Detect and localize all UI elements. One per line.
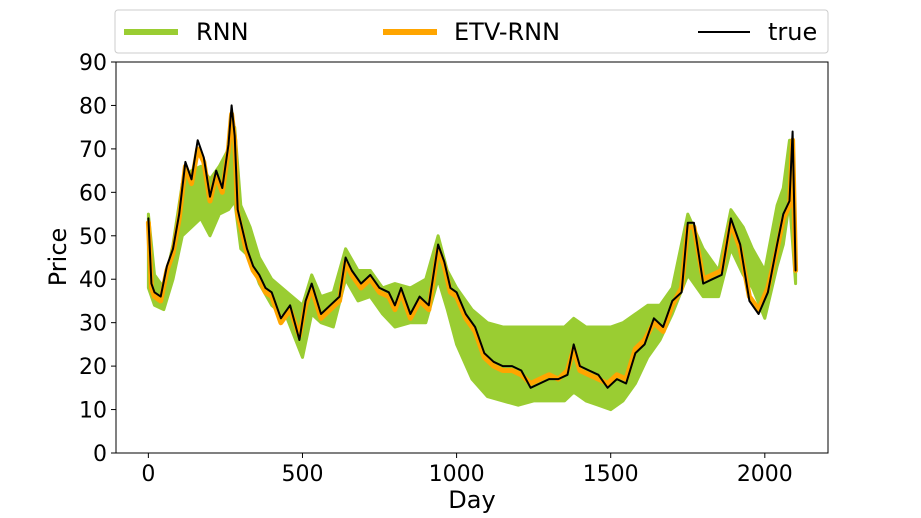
x-axis-title: Day [448,486,495,514]
x-tick-label: 500 [281,462,323,487]
x-tick-label: 0 [141,462,155,487]
y-tick-label: 90 [79,51,107,76]
y-axis: 0 10 20 30 40 50 60 70 80 90 [79,51,116,467]
y-tick-label: 40 [79,268,107,293]
plot-frame [115,61,829,454]
y-tick-label: 50 [79,225,107,250]
legend-frame [114,9,829,54]
x-tick-label: 1000 [429,462,485,487]
y-axis-title: Price [44,228,72,287]
plot-series [145,104,799,412]
x-tick-label: 1500 [583,462,639,487]
y-tick-label: 20 [79,355,107,380]
legend: RNN ETV-RNN true [114,9,829,54]
x-tick-label: 2000 [737,462,793,487]
series-rnn-band [146,125,798,412]
y-tick-label: 0 [93,442,107,467]
legend-label-true: true [768,18,817,46]
legend-label-rnn: RNN [196,18,249,46]
y-tick-label: 10 [79,399,107,424]
x-axis: 0 500 1000 1500 2000 [141,453,793,487]
y-tick-label: 60 [79,181,107,206]
y-tick-label: 70 [79,138,107,163]
y-tick-label: 30 [79,312,107,337]
y-tick-label: 80 [79,94,107,119]
series-true-line [147,104,797,389]
legend-label-etv-rnn: ETV-RNN [454,18,560,46]
